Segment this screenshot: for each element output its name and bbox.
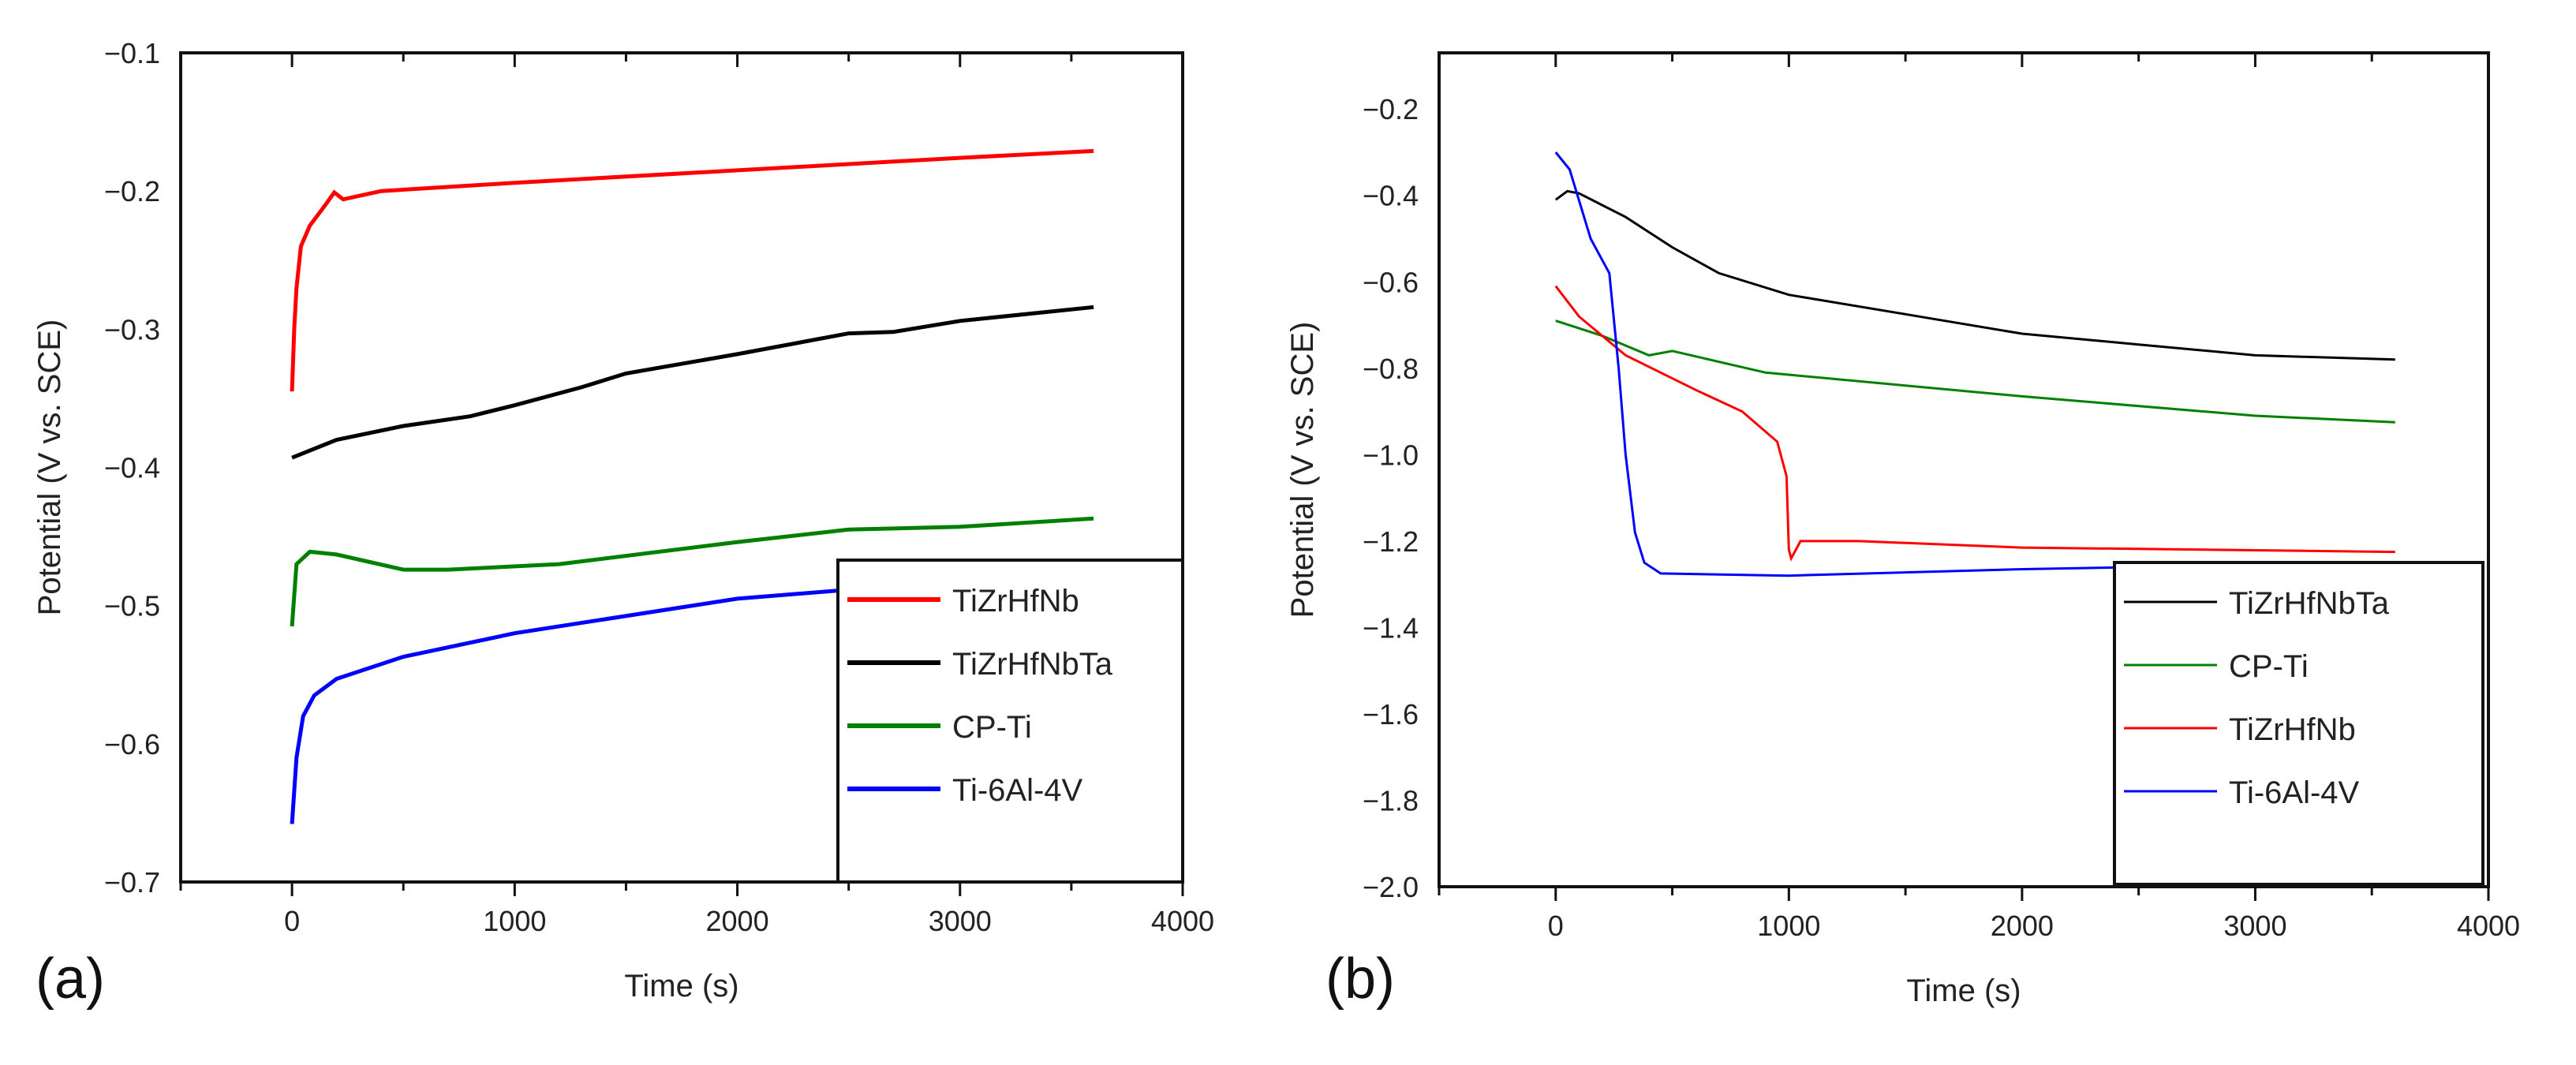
series-line-tizrhfnbta (291, 305, 1094, 460)
plot-frame (179, 51, 1184, 884)
legend: TiZrHfNb TiZrHfNbTa CP-Ti Ti-6Al-4V (836, 559, 1184, 884)
y-tick-label: −0.6 (104, 728, 160, 760)
x-tick-label: 3000 (929, 905, 992, 937)
legend-label: CP-Ti (2229, 649, 2309, 684)
legend-label: Ti-6Al-4V (2229, 775, 2360, 810)
y-tick-label: −0.3 (104, 313, 160, 346)
chart-panel-b: 0 1000 2000 3000 4000 −2.0 −1.8 −1.6 −1.4 −1.2 −1.… (1285, 51, 2520, 1011)
y-tick-label: −0.2 (104, 175, 160, 207)
panel-label: (b) (1325, 947, 1395, 1011)
series-line-tizrhfnb (1554, 285, 2395, 562)
y-axis-title: Potential (V vs. SCE) (1285, 322, 1320, 618)
y-tick-label: −2.0 (1363, 871, 1419, 903)
x-axis-title: Time (s) (1906, 973, 2021, 1008)
panel-label: (a) (36, 947, 105, 1011)
x-tick-label: 1000 (1757, 910, 1820, 942)
y-axis-title: Potential (V vs. SCE) (32, 320, 67, 616)
series-line-tizrhfnbta (1554, 189, 2395, 361)
chart-panel-a: 0 1000 2000 3000 4000 −0.7 −0.6 −0.5 −0.4 −0.3 −0.… (32, 37, 1214, 1011)
y-tick-label: −0.4 (1363, 180, 1419, 212)
legend-box (2113, 561, 2484, 886)
x-tick-label: 1000 (483, 905, 546, 937)
x-tick-label: 4000 (1151, 905, 1214, 937)
series-line-cp-ti (1555, 320, 2395, 424)
y-tick-label: −0.2 (1363, 93, 1419, 125)
y-tick-label: −1.0 (1363, 439, 1419, 471)
legend-label: Ti-6Al-4V (952, 773, 1083, 808)
y-tick-label: −0.1 (104, 37, 160, 69)
y-tick-label: −1.6 (1363, 698, 1419, 731)
x-tick-label: 3000 (2223, 910, 2286, 942)
y-tick-label: −0.8 (1363, 353, 1419, 385)
y-tick-label: −1.2 (1363, 525, 1419, 558)
y-tick-label: −0.6 (1363, 266, 1419, 298)
x-axis-title: Time (s) (624, 969, 738, 1003)
legend-label: TiZrHfNb (952, 584, 1079, 618)
x-tick-label: 0 (1548, 910, 1564, 942)
legend: TiZrHfNbTa CP-Ti TiZrHfNb Ti-6Al-4V (2113, 561, 2484, 886)
y-tick-label: −0.4 (104, 452, 160, 484)
x-tick-label: 2000 (706, 905, 769, 937)
legend-label: TiZrHfNbTa (2229, 586, 2390, 621)
legend-label: TiZrHfNbTa (952, 647, 1113, 682)
series-line-ti-6al-4v (1554, 151, 2395, 577)
y-tick-label: −1.4 (1363, 611, 1419, 644)
x-tick-label: 2000 (1991, 910, 2054, 942)
legend-label: CP-Ti (952, 710, 1032, 745)
plot-frame (1438, 51, 2490, 888)
series-line-tizrhfnb (290, 148, 1094, 392)
legend-label: TiZrHfNb (2229, 712, 2356, 747)
x-tick-label: 4000 (2457, 910, 2520, 942)
y-tick-label: −0.5 (104, 590, 160, 622)
legend-box (836, 559, 1184, 884)
y-tick-label: −1.8 (1363, 784, 1419, 816)
y-tick-label: −0.7 (104, 866, 160, 899)
x-tick-label: 0 (284, 905, 300, 937)
series-line-cp-ti (290, 516, 1094, 627)
